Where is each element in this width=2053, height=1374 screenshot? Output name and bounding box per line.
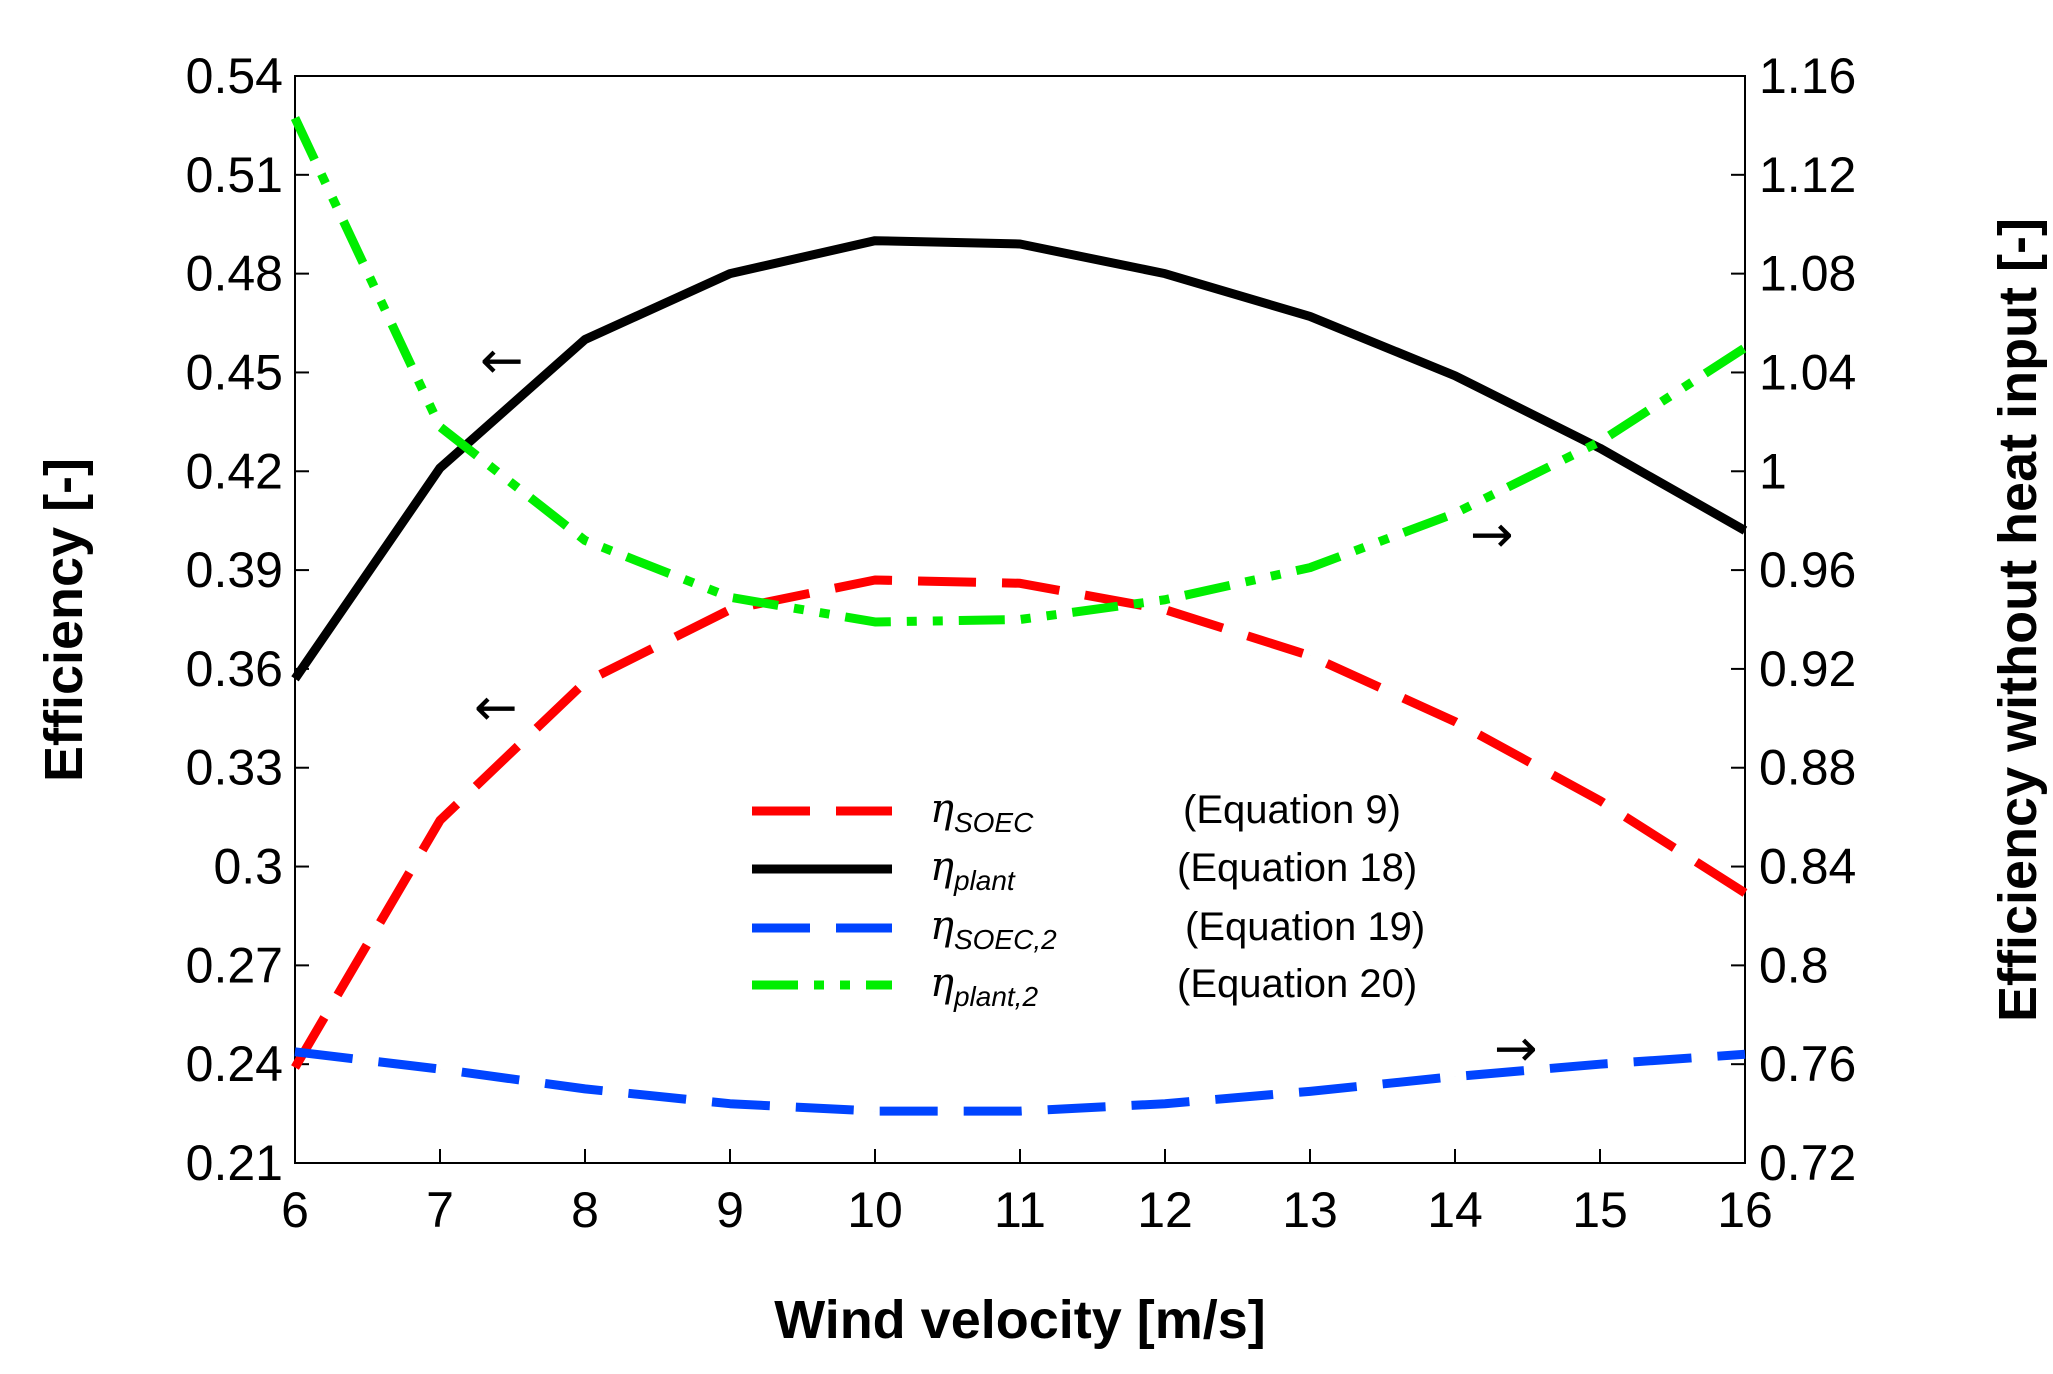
arrow-right-soec2: → xyxy=(1494,1019,1538,1079)
arrow-left-plant: ← xyxy=(480,331,524,391)
series-layer xyxy=(290,116,1748,1116)
left-y-tick-label-0-39: 0.39 xyxy=(186,542,283,598)
left-y-tick-label-0-3: 0.3 xyxy=(213,839,283,895)
x-tick-label-13: 13 xyxy=(1282,1182,1338,1238)
x-tick-label-10: 10 xyxy=(847,1182,903,1238)
x-tick-label-11: 11 xyxy=(994,1182,1046,1238)
legend-equation-soec: (Equation 9) xyxy=(1183,788,1401,832)
right-y-tick-label-1: 1 xyxy=(1759,443,1787,499)
x-tick-label-12: 12 xyxy=(1137,1182,1193,1238)
series-soec xyxy=(291,575,1748,1070)
series-plant xyxy=(291,236,1748,682)
legend-equation-soec2: (Equation 19) xyxy=(1185,905,1425,949)
x-tick-label-15: 15 xyxy=(1572,1182,1628,1238)
right-y-tick-label-0-88: 0.88 xyxy=(1759,740,1856,796)
legend: ηSOEC (Equation 9) ηplant (Equation 18) … xyxy=(752,786,1425,1012)
right-y-tick-label-1-08: 1.08 xyxy=(1759,246,1856,302)
legend-entry-plant: ηplant (Equation 18) xyxy=(752,844,1417,896)
left-y-tick-label-0-21: 0.21 xyxy=(186,1135,283,1191)
left-y-tick-label-0-36: 0.36 xyxy=(186,641,283,697)
left-y-tick-label-0-33: 0.33 xyxy=(186,740,283,796)
left-y-axis-ticks: 0.21 0.24 0.27 0.3 0.33 0.36 0.39 0.42 0.45 0.48 0… xyxy=(186,48,309,1191)
legend-entry-soec: ηSOEC (Equation 9) xyxy=(752,786,1401,838)
arrow-right-plant2: → xyxy=(1470,505,1514,565)
legend-entry-plant2: ηplant,2 (Equation 20) xyxy=(752,960,1417,1012)
arrow-left-soec: ← xyxy=(474,678,518,738)
right-y-tick-label-0-96: 0.96 xyxy=(1759,542,1856,598)
x-tick-label-14: 14 xyxy=(1427,1182,1483,1238)
x-tick-label-6: 6 xyxy=(281,1182,309,1238)
annotations: ← ← → → xyxy=(474,331,1538,1079)
legend-equation-plant2: (Equation 20) xyxy=(1177,962,1417,1006)
x-axis-title: Wind velocity [m/s] xyxy=(774,1290,1266,1350)
legend-label-soec2: ηSOEC,2 xyxy=(930,903,1057,955)
left-y-tick-label-0-51: 0.51 xyxy=(186,147,283,203)
series-line-plant-2 xyxy=(290,116,1748,627)
left-y-tick-label-0-27: 0.27 xyxy=(186,937,283,993)
right-y-axis-title: Efficiency without heat input [-] xyxy=(1988,218,2048,1022)
series-soec-2 xyxy=(294,1047,1746,1116)
right-y-tick-label-1-16: 1.16 xyxy=(1759,48,1856,104)
x-tick-label-16: 16 xyxy=(1717,1182,1773,1238)
right-y-tick-label-1-12: 1.12 xyxy=(1759,147,1856,203)
left-y-tick-label-0-42: 0.42 xyxy=(186,443,283,499)
right-y-tick-label-1-04: 1.04 xyxy=(1759,344,1856,400)
legend-label-plant2: ηplant,2 xyxy=(930,960,1038,1012)
right-y-tick-label-0-84: 0.84 xyxy=(1759,839,1856,895)
x-tick-label-7: 7 xyxy=(426,1182,454,1238)
left-y-axis-title: Efficiency [-] xyxy=(34,458,94,782)
left-y-tick-label-0-48: 0.48 xyxy=(186,246,283,302)
series-plant-2 xyxy=(290,116,1748,627)
x-tick-label-9: 9 xyxy=(716,1182,744,1238)
x-tick-label-8: 8 xyxy=(571,1182,599,1238)
right-y-tick-label-0-92: 0.92 xyxy=(1759,641,1856,697)
left-y-tick-label-0-45: 0.45 xyxy=(186,344,283,400)
right-y-tick-label-0-72: 0.72 xyxy=(1759,1135,1856,1191)
left-y-tick-label-0-24: 0.24 xyxy=(186,1036,283,1092)
legend-label-plant: ηplant xyxy=(930,844,1016,896)
right-y-tick-label-0-8: 0.8 xyxy=(1759,937,1829,993)
right-y-axis-ticks: 0.72 0.76 0.8 0.84 0.88 0.92 0.96 1 1.04 1.08 1.12… xyxy=(1731,48,1856,1191)
right-y-tick-label-0-76: 0.76 xyxy=(1759,1036,1856,1092)
legend-equation-plant: (Equation 18) xyxy=(1177,846,1417,890)
series-line-plant xyxy=(291,236,1748,682)
x-axis-ticks: 6 7 8 9 10 11 12 13 14 15 16 xyxy=(281,1149,1773,1238)
left-y-tick-label-0-54: 0.54 xyxy=(186,48,283,104)
legend-entry-soec2: ηSOEC,2 (Equation 19) xyxy=(752,903,1425,955)
legend-label-soec: ηSOEC xyxy=(930,786,1034,838)
